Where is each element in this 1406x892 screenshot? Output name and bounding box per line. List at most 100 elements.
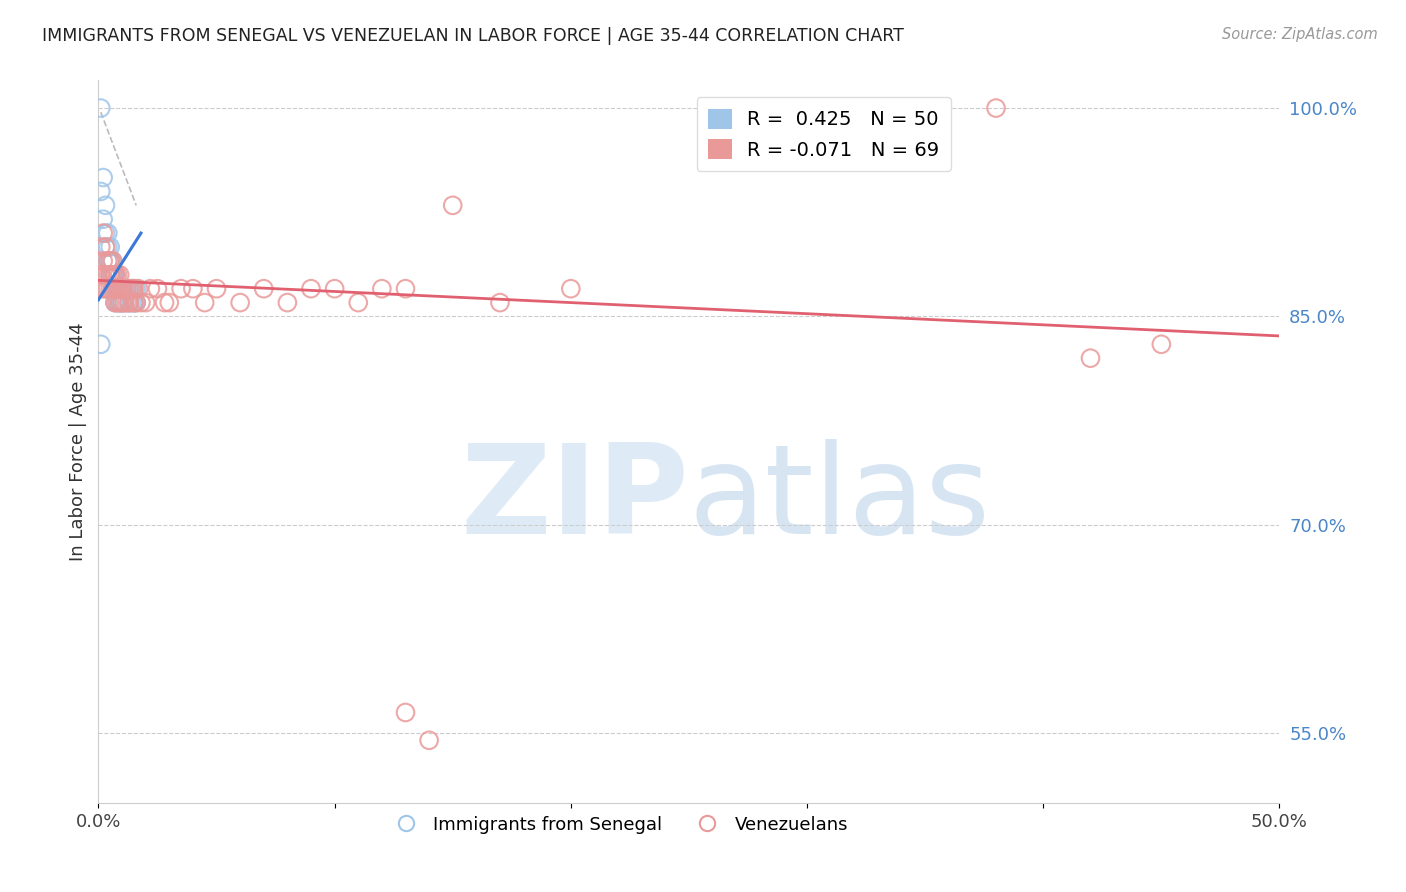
Point (229, 295, 252, 310)
Point (94, 198, 117, 212)
Point (94, 268, 117, 282)
Point (98, 268, 121, 282)
Point (90, 240, 112, 254)
Point (121, 295, 143, 310)
Point (121, 282, 143, 296)
Point (98, 240, 121, 254)
Point (104, 295, 127, 310)
Point (139, 282, 162, 296)
Point (97, 282, 120, 296)
Point (112, 282, 135, 296)
Point (118, 295, 141, 310)
Point (441, 198, 464, 212)
Point (105, 282, 128, 296)
Point (128, 282, 150, 296)
Point (94, 226, 117, 240)
Point (98, 268, 121, 282)
Point (122, 282, 145, 296)
Point (118, 295, 141, 310)
Point (122, 282, 145, 296)
Point (121, 282, 143, 296)
Point (108, 295, 131, 310)
Point (1150, 337, 1173, 351)
Point (111, 282, 134, 296)
Text: atlas: atlas (689, 439, 991, 560)
Point (91, 282, 114, 296)
Point (276, 295, 298, 310)
Point (299, 282, 322, 296)
Point (105, 295, 128, 310)
Point (157, 295, 180, 310)
Point (129, 295, 152, 310)
Point (112, 282, 135, 296)
Point (97, 268, 120, 282)
Point (104, 282, 127, 296)
Point (98, 253, 121, 268)
Point (170, 282, 193, 296)
Point (104, 282, 127, 296)
Point (104, 295, 127, 310)
Point (122, 295, 145, 310)
Point (489, 295, 512, 310)
Point (347, 295, 370, 310)
Point (90, 337, 112, 351)
Point (112, 295, 135, 310)
Point (122, 295, 145, 310)
Point (94, 240, 117, 254)
Point (111, 282, 134, 296)
Point (111, 295, 134, 310)
Point (104, 268, 127, 282)
Point (108, 268, 131, 282)
Point (91, 170, 114, 185)
Point (97, 253, 120, 268)
Point (101, 268, 124, 282)
Point (122, 295, 145, 310)
Point (418, 733, 440, 747)
Point (94, 282, 117, 296)
Point (91, 226, 114, 240)
Point (115, 282, 138, 296)
Point (394, 282, 416, 296)
Point (118, 295, 141, 310)
Point (181, 282, 204, 296)
Point (108, 282, 131, 296)
Point (101, 282, 124, 296)
Point (108, 282, 131, 296)
Point (135, 295, 157, 310)
Point (323, 282, 346, 296)
Text: Source: ZipAtlas.com: Source: ZipAtlas.com (1222, 27, 1378, 42)
Point (125, 282, 148, 296)
Point (90, 101, 112, 115)
Point (105, 282, 128, 296)
Point (105, 295, 128, 310)
Point (101, 268, 124, 282)
Point (371, 282, 394, 296)
Point (153, 295, 176, 310)
Point (118, 282, 141, 296)
Point (90, 268, 112, 282)
Point (111, 282, 134, 296)
Point (101, 253, 124, 268)
Point (112, 295, 135, 310)
Point (97, 226, 120, 240)
Point (105, 268, 128, 282)
Text: IMMIGRANTS FROM SENEGAL VS VENEZUELAN IN LABOR FORCE | AGE 35-44 CORRELATION CHA: IMMIGRANTS FROM SENEGAL VS VENEZUELAN IN… (42, 27, 904, 45)
Point (98, 253, 121, 268)
Point (90, 185, 112, 199)
Point (108, 295, 131, 310)
Point (94, 240, 117, 254)
Point (146, 282, 169, 296)
Point (984, 101, 1007, 115)
Y-axis label: In Labor Force | Age 35-44: In Labor Force | Age 35-44 (69, 322, 87, 561)
Point (104, 282, 127, 296)
Point (91, 253, 114, 268)
Point (101, 282, 124, 296)
Point (115, 282, 138, 296)
Point (97, 240, 120, 254)
Point (111, 295, 134, 310)
Point (118, 282, 141, 296)
Point (104, 268, 127, 282)
Legend: Immigrants from Senegal, Venezuelans: Immigrants from Senegal, Venezuelans (381, 808, 855, 841)
Point (104, 268, 127, 282)
Point (105, 282, 128, 296)
